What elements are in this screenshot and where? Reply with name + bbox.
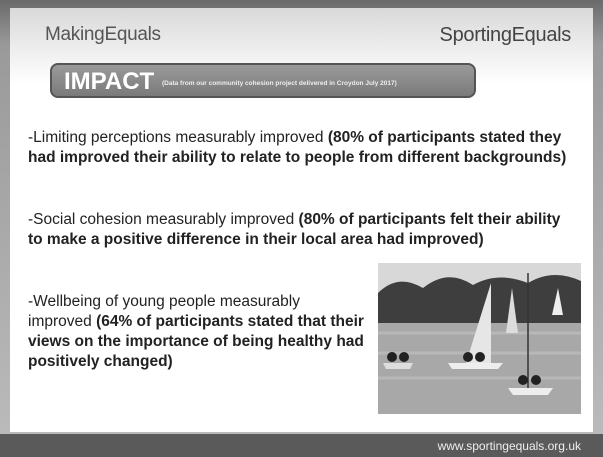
photo [378,263,581,414]
banner: IMPACT (Data from our community cohesion… [50,63,476,98]
left-logo: MakingEquals [45,24,161,45]
point: -Limiting perceptions measurably improve… [28,128,578,168]
point-bold: (80% of participants felt their ability … [28,211,561,248]
banner-subtitle: (Data from our community cohesion projec… [162,80,397,87]
point-bold: (64% of participants stated that their v… [28,313,364,370]
point: -Wellbeing of young people measurably im… [28,292,368,372]
banner-title: IMPACT [64,68,155,95]
point-text: -Social cohesion measurably improved [28,211,299,228]
point-text: -Limiting perceptions measurably improve… [28,129,328,146]
point-text: -Wellbeing of young people measurably im… [28,293,300,330]
point-bold: (80% of participants stated they had imp… [28,129,567,166]
right-logo: SportingEquals [439,24,572,46]
footer-url: www.sportingequals.org.uk [437,439,581,453]
footer: www.sportingequals.org.uk [0,434,603,457]
point: -Social cohesion measurably improved (80… [28,210,573,250]
